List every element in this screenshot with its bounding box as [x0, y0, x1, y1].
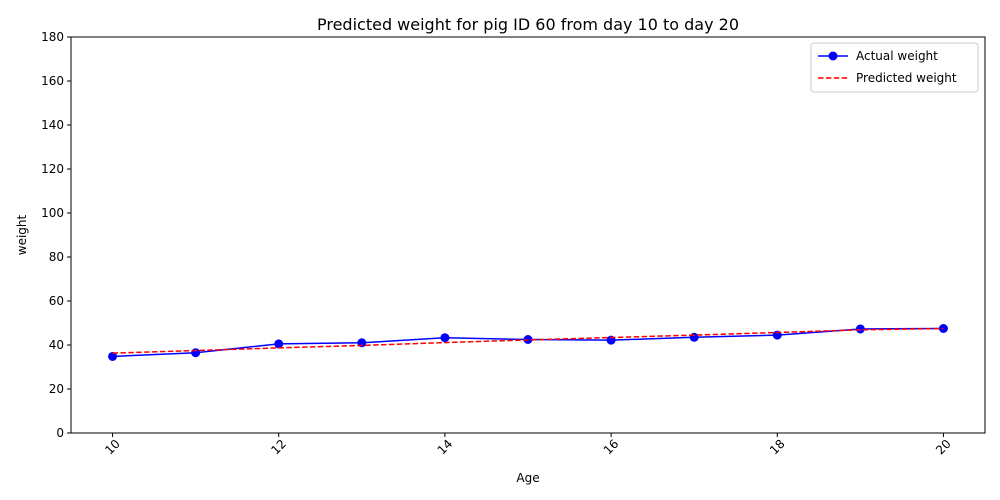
legend-label-predicted: Predicted weight: [856, 71, 957, 85]
x-axis-label: Age: [516, 471, 539, 485]
legend-box: [810, 42, 979, 93]
x-tick-label: 20: [933, 437, 954, 458]
data-point-actual: [440, 333, 450, 343]
x-axis: 10 12 14 16 18 20: [102, 433, 954, 457]
plot-frame: [70, 36, 986, 434]
y-tick-label: 120: [41, 162, 64, 176]
y-tick-label: 60: [49, 294, 64, 308]
y-tick-label: 140: [41, 118, 64, 132]
series-line-predicted: [112, 327, 944, 354]
y-tick-label: 160: [41, 74, 64, 88]
legend-marker-actual: [828, 51, 838, 61]
legend: Actual weight Predicted weight: [810, 42, 979, 93]
y-tick-label: 180: [41, 30, 64, 44]
x-tick-label: 18: [767, 437, 788, 458]
y-axis-label: weight: [15, 214, 29, 255]
y-tick-label: 40: [49, 338, 64, 352]
x-tick-label: 12: [268, 437, 289, 458]
x-tick-label: 16: [601, 437, 622, 458]
data-point-actual: [274, 339, 284, 349]
chart-title: Predicted weight for pig ID 60 from day …: [317, 15, 739, 34]
y-tick-label: 0: [56, 426, 64, 440]
series-layer: [108, 324, 948, 361]
y-tick-label: 80: [49, 250, 64, 264]
y-axis: 0 20 40 60 80 100 120 140 160 180: [41, 30, 71, 440]
y-tick-label: 20: [49, 382, 64, 396]
y-tick-label: 100: [41, 206, 64, 220]
legend-label-actual: Actual weight: [856, 49, 938, 63]
x-tick-label: 10: [102, 437, 123, 458]
plot-border: [70, 36, 986, 434]
x-tick-label: 14: [435, 437, 456, 458]
data-point-actual: [855, 324, 865, 334]
